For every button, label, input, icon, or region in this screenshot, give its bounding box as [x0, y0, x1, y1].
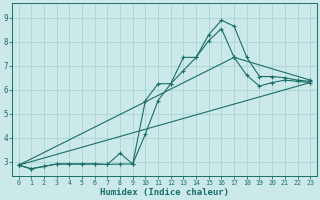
- X-axis label: Humidex (Indice chaleur): Humidex (Indice chaleur): [100, 188, 229, 197]
